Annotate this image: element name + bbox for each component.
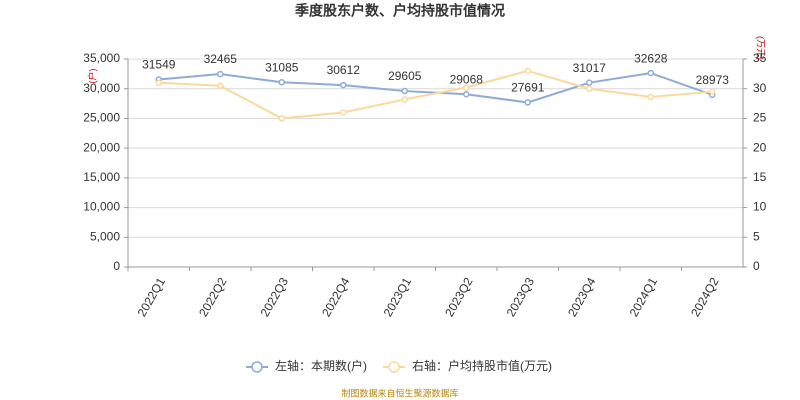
data-point xyxy=(401,87,408,95)
data-label: 29068 xyxy=(450,72,484,86)
x-tick-label: 2024Q2 xyxy=(688,275,722,319)
data-point xyxy=(401,96,408,103)
data-point xyxy=(463,91,470,98)
x-tick-label: 2023Q4 xyxy=(565,275,599,319)
x-tick-label: 2022Q3 xyxy=(258,275,292,319)
y2-axis-label: (万元) xyxy=(756,36,766,60)
data-point xyxy=(217,70,224,78)
y2-tick-label: 5 xyxy=(753,229,760,243)
legend-marker xyxy=(251,361,263,373)
x-tick-label: 2024Q1 xyxy=(627,275,661,319)
y2-tick-label: 25 xyxy=(753,111,767,125)
y-axis-label: (户) xyxy=(86,69,97,84)
y-tick-label: 25,000 xyxy=(83,111,120,125)
data-point xyxy=(524,67,531,75)
y-tick-label: 30,000 xyxy=(83,81,120,95)
y2-tick-label: 0 xyxy=(753,259,760,273)
y2-tick-label: 30 xyxy=(753,81,767,95)
data-label: 32628 xyxy=(634,51,668,65)
data-label: 27691 xyxy=(511,81,545,95)
data-point xyxy=(340,81,347,89)
data-point xyxy=(217,82,224,89)
y-tick-label: 5,000 xyxy=(90,229,120,243)
data-point xyxy=(155,79,162,87)
y2-tick-label: 10 xyxy=(753,200,767,214)
data-point xyxy=(278,115,285,122)
series-line xyxy=(158,69,713,120)
legend-marker xyxy=(388,361,400,373)
data-point xyxy=(586,79,593,86)
y2-tick-label: 15 xyxy=(753,170,767,184)
data-point xyxy=(524,99,531,106)
data-point xyxy=(463,84,470,91)
y-tick-label: 10,000 xyxy=(83,200,120,214)
legend-label: 左轴：本期数(户) xyxy=(275,358,367,373)
x-tick-label: 2023Q1 xyxy=(381,275,415,319)
data-label: 31549 xyxy=(142,58,176,72)
data-point xyxy=(647,69,654,77)
data-label: 30612 xyxy=(327,63,361,77)
legend-label: 右轴：户均持股市值(万元) xyxy=(412,358,552,373)
data-point xyxy=(709,88,716,95)
y-tick-label: 15,000 xyxy=(83,170,120,184)
data-point xyxy=(278,79,285,86)
data-label: 32465 xyxy=(204,52,238,66)
data-point xyxy=(340,109,347,116)
source-note: 制图数据来自恒生聚源数据库 xyxy=(341,387,458,398)
y-tick-label: 0 xyxy=(113,259,120,273)
y-tick-label: 35,000 xyxy=(83,51,120,65)
data-label: 28973 xyxy=(696,73,730,87)
data-point xyxy=(647,93,654,101)
data-point xyxy=(586,85,593,92)
y-tick-label: 20,000 xyxy=(83,140,120,154)
x-tick-label: 2023Q2 xyxy=(442,275,476,319)
y2-tick-label: 35 xyxy=(753,51,767,65)
data-label: 29605 xyxy=(388,69,422,83)
x-tick-label: 2023Q3 xyxy=(504,275,538,319)
y2-tick-label: 20 xyxy=(753,140,767,154)
chart-title: 季度股东户数、户均持股市值情况 xyxy=(294,3,505,19)
data-label: 31085 xyxy=(265,60,299,74)
x-tick-label: 2022Q2 xyxy=(196,275,230,319)
x-tick-label: 2022Q1 xyxy=(135,275,169,319)
x-tick-label: 2022Q4 xyxy=(319,275,353,319)
data-label: 31017 xyxy=(573,61,607,75)
